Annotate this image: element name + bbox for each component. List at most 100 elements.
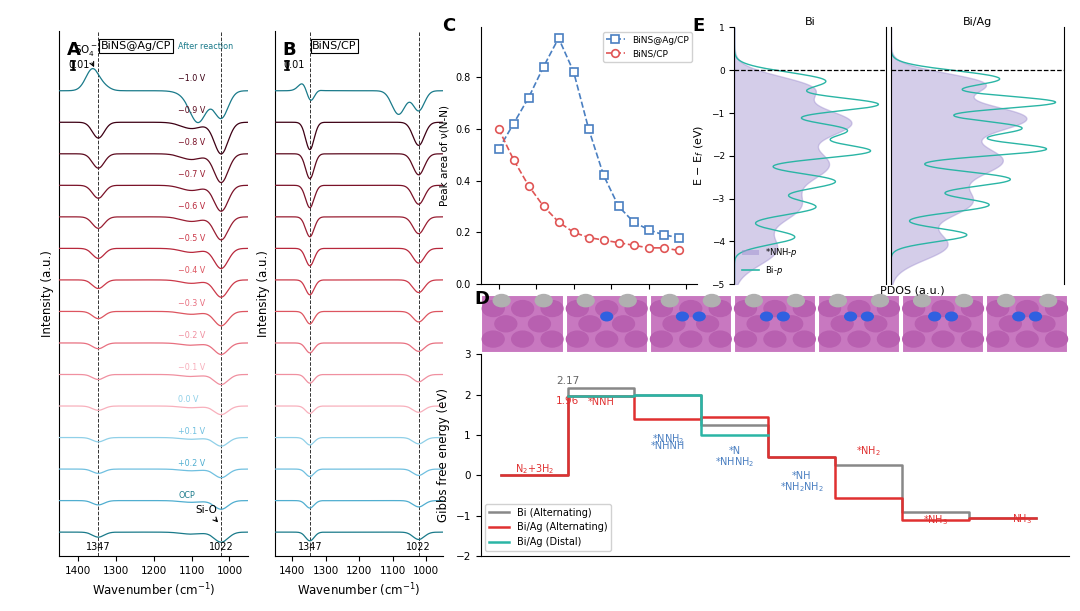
Bi/Ag (Alternating) bbox=[694, 415, 707, 423]
Bi (Alternating) bbox=[694, 422, 707, 429]
Y-axis label: E − E$_f$ (eV): E − E$_f$ (eV) bbox=[692, 125, 706, 186]
BiNS@Ag/CP bbox=[657, 231, 670, 238]
Bi/Ag (Distal) bbox=[694, 431, 707, 439]
Bi (Alternating) bbox=[562, 384, 575, 392]
Text: BiNS/CP: BiNS/CP bbox=[312, 41, 356, 51]
Text: After reaction: After reaction bbox=[178, 42, 233, 51]
Circle shape bbox=[1045, 301, 1067, 316]
Text: 2.17: 2.17 bbox=[556, 376, 579, 386]
Circle shape bbox=[819, 331, 840, 347]
Bi/Ag (Distal) bbox=[761, 431, 774, 439]
BiNS@Ag/CP bbox=[597, 172, 610, 179]
Circle shape bbox=[578, 295, 594, 307]
Bi (Alternating) bbox=[761, 422, 774, 429]
BiNS@Ag/CP bbox=[508, 120, 521, 127]
Text: 1.96: 1.96 bbox=[556, 397, 579, 406]
Bar bbox=[902, 295, 984, 353]
Bi/Ag (Alternating) bbox=[627, 415, 640, 423]
Circle shape bbox=[512, 301, 534, 316]
Circle shape bbox=[661, 295, 678, 307]
Circle shape bbox=[676, 312, 688, 321]
Circle shape bbox=[872, 295, 889, 307]
BiNS/CP bbox=[522, 182, 535, 189]
Text: C: C bbox=[442, 17, 455, 35]
Circle shape bbox=[745, 295, 762, 307]
Circle shape bbox=[956, 295, 972, 307]
BiNS/CP bbox=[492, 125, 505, 133]
Text: 1347: 1347 bbox=[86, 542, 110, 552]
BiNS@Ag/CP bbox=[492, 146, 505, 153]
Circle shape bbox=[1040, 295, 1056, 307]
Circle shape bbox=[987, 301, 1009, 316]
Bi/Ag (Distal) bbox=[694, 391, 707, 398]
Circle shape bbox=[495, 316, 516, 332]
Circle shape bbox=[566, 331, 589, 347]
Circle shape bbox=[512, 331, 534, 347]
Circle shape bbox=[541, 331, 563, 347]
Circle shape bbox=[998, 295, 1014, 307]
Text: A: A bbox=[67, 41, 81, 59]
Circle shape bbox=[877, 301, 900, 316]
BiNS/CP bbox=[612, 239, 625, 246]
Circle shape bbox=[903, 301, 924, 316]
Text: Si-O: Si-O bbox=[195, 505, 217, 522]
Legend: Bi (Alternating), Bi/Ag (Alternating), Bi/Ag (Distal): Bi (Alternating), Bi/Ag (Alternating), B… bbox=[486, 503, 611, 551]
Bi (Alternating) bbox=[627, 391, 640, 398]
Text: −0.7 V: −0.7 V bbox=[178, 170, 206, 179]
Text: *NH: *NH bbox=[792, 471, 811, 481]
Circle shape bbox=[845, 312, 856, 321]
Text: SO$_4^-$: SO$_4^-$ bbox=[75, 43, 97, 66]
Y-axis label: Intensity (a.u.): Intensity (a.u.) bbox=[257, 250, 270, 337]
Text: −0.5 V: −0.5 V bbox=[178, 235, 206, 243]
Bi (Alternating) bbox=[962, 508, 975, 515]
Bi/Ag (Alternating) bbox=[962, 516, 975, 524]
Circle shape bbox=[877, 331, 900, 347]
Circle shape bbox=[781, 316, 802, 332]
Bi/Ag (Alternating) bbox=[895, 516, 908, 524]
Bi/Ag (Alternating) bbox=[962, 514, 975, 521]
Text: +0.2 V: +0.2 V bbox=[178, 459, 205, 468]
Bi/Ag (Alternating) bbox=[694, 413, 707, 420]
BiNS/CP bbox=[672, 247, 685, 254]
BiNS@Ag/CP bbox=[627, 218, 640, 225]
Bi/Ag (Alternating) bbox=[895, 494, 908, 501]
Bar bbox=[733, 295, 816, 353]
Circle shape bbox=[747, 316, 769, 332]
Circle shape bbox=[764, 301, 786, 316]
X-axis label: Wavenumber (cm$^{-1}$): Wavenumber (cm$^{-1}$) bbox=[297, 581, 421, 599]
Circle shape bbox=[494, 295, 510, 307]
Circle shape bbox=[760, 312, 772, 321]
BiNS/CP bbox=[508, 156, 521, 164]
Circle shape bbox=[734, 331, 756, 347]
Circle shape bbox=[961, 301, 984, 316]
Text: E: E bbox=[692, 17, 704, 35]
Circle shape bbox=[697, 316, 718, 332]
Circle shape bbox=[680, 331, 702, 347]
Circle shape bbox=[862, 312, 874, 321]
Bi/Ag (Distal) bbox=[562, 393, 575, 400]
Text: *NNH: *NNH bbox=[588, 397, 615, 407]
Bi/Ag (Alternating) bbox=[1029, 514, 1042, 521]
BiNS/CP bbox=[582, 234, 595, 241]
Bi/Ag (Distal) bbox=[627, 391, 640, 398]
BiNS@Ag/CP bbox=[552, 34, 565, 42]
Circle shape bbox=[916, 316, 937, 332]
Bi/Ag (Alternating) bbox=[828, 494, 841, 501]
BiNS@Ag/CP bbox=[537, 63, 550, 70]
Circle shape bbox=[680, 301, 702, 316]
Bar bbox=[566, 295, 648, 353]
Circle shape bbox=[710, 331, 731, 347]
Circle shape bbox=[764, 331, 786, 347]
Text: 1347: 1347 bbox=[298, 542, 322, 552]
Text: −0.9 V: −0.9 V bbox=[178, 106, 206, 115]
Y-axis label: Intensity (a.u.): Intensity (a.u.) bbox=[41, 250, 54, 337]
Text: *N: *N bbox=[729, 446, 741, 456]
Bi (Alternating) bbox=[828, 453, 841, 461]
Circle shape bbox=[596, 331, 618, 347]
Text: −0.8 V: −0.8 V bbox=[178, 138, 205, 147]
Text: −0.2 V: −0.2 V bbox=[178, 331, 206, 340]
Line: Bi/Ag (Distal): Bi/Ag (Distal) bbox=[568, 395, 768, 435]
Bi (Alternating) bbox=[895, 462, 908, 469]
Circle shape bbox=[794, 331, 815, 347]
Circle shape bbox=[536, 295, 552, 307]
